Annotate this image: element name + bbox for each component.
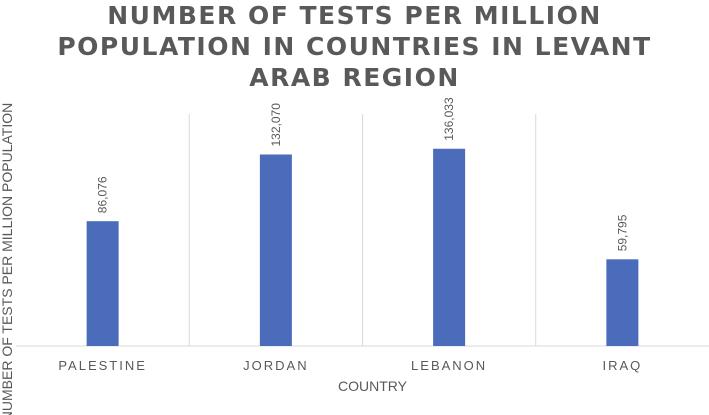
bar-jordan bbox=[259, 154, 292, 346]
gridlines bbox=[188, 114, 537, 346]
data-label-lebanon: 136,033 bbox=[442, 97, 456, 141]
y-axis-title: NUMBER OF TESTS PER MILLION POPULATION bbox=[0, 103, 15, 415]
bar-lebanon bbox=[433, 148, 466, 346]
chart-title-line-3: ARAB REGION bbox=[249, 63, 460, 92]
bar-iraq bbox=[606, 259, 639, 346]
bar-palestine bbox=[86, 221, 119, 346]
tick-label-lebanon: LEBANON bbox=[411, 358, 487, 373]
tick-label-iraq: IRAQ bbox=[602, 358, 642, 373]
tick-label-jordan: JORDAN bbox=[243, 358, 308, 373]
chart-title-line-2: POPULATION IN COUNTRIES IN LEVANT bbox=[57, 32, 652, 61]
data-label-palestine: 86,076 bbox=[96, 176, 110, 213]
x-tick-labels: PALESTINE JORDAN LEBANON IRAQ bbox=[58, 358, 642, 373]
tick-label-palestine: PALESTINE bbox=[58, 358, 147, 373]
data-label-jordan: 132,070 bbox=[269, 103, 283, 147]
data-labels: 86,076 132,070 136,033 59,795 bbox=[96, 97, 630, 251]
chart-title-line-1: NUMBER OF TESTS PER MILLION bbox=[107, 1, 602, 30]
chart-title: NUMBER OF TESTS PER MILLION POPULATION I… bbox=[0, 0, 709, 93]
data-label-iraq: 59,795 bbox=[615, 214, 629, 251]
bars bbox=[86, 148, 639, 346]
x-axis-title: COUNTRY bbox=[338, 378, 408, 394]
